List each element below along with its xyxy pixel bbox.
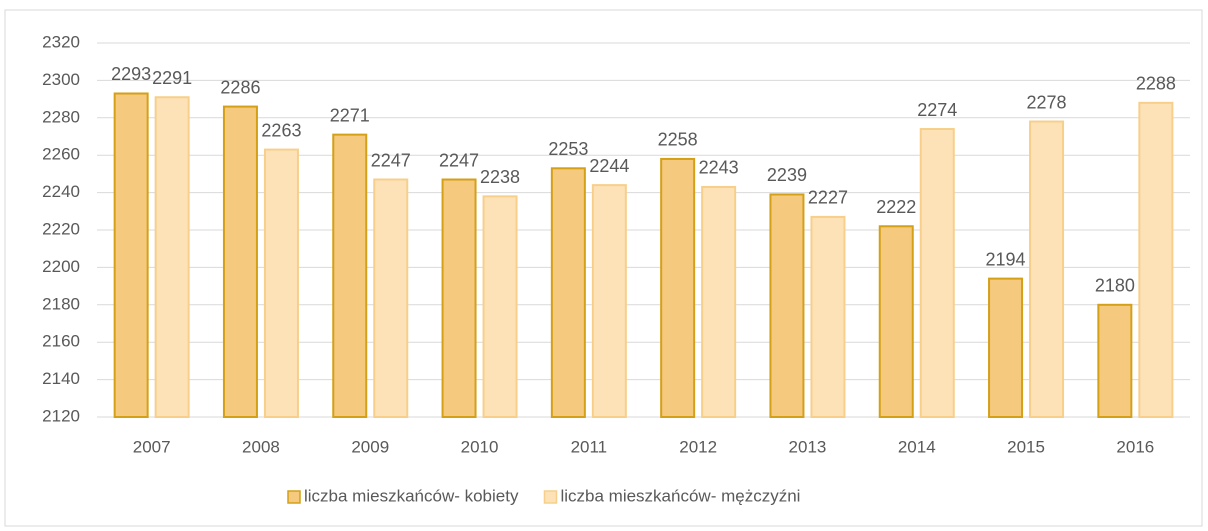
x-tick-label: 2010 <box>461 437 499 456</box>
y-tick-label: 2120 <box>42 406 80 425</box>
bar <box>1097 303 1133 418</box>
bar <box>154 96 190 418</box>
value-label: 2286 <box>220 77 260 97</box>
x-tick-label: 2009 <box>351 437 389 456</box>
value-label: 2291 <box>152 68 192 88</box>
value-label: 2271 <box>330 105 370 125</box>
x-tick-label: 2008 <box>242 437 280 456</box>
bar <box>810 215 846 418</box>
y-tick-label: 2200 <box>42 257 80 276</box>
x-tick-label: 2012 <box>679 437 717 456</box>
bar <box>332 133 368 418</box>
bar <box>660 157 696 418</box>
value-label: 2293 <box>111 64 151 84</box>
y-tick-label: 2320 <box>42 32 80 51</box>
y-tick-label: 2160 <box>42 332 80 351</box>
x-tick-label: 2016 <box>1116 437 1154 456</box>
bar <box>988 277 1024 418</box>
bar <box>591 184 627 418</box>
y-tick-label: 2140 <box>42 369 80 388</box>
bar <box>1029 120 1065 418</box>
value-label: 2227 <box>808 188 848 208</box>
bar <box>222 105 258 419</box>
value-label: 2180 <box>1095 276 1135 296</box>
value-label: 2258 <box>658 130 698 150</box>
value-label: 2253 <box>548 139 588 159</box>
value-label: 2243 <box>699 158 739 178</box>
value-label: 2274 <box>917 100 957 120</box>
value-label: 2247 <box>371 150 411 170</box>
bar <box>263 148 299 418</box>
value-label: 2288 <box>1136 74 1176 94</box>
y-tick-label: 2280 <box>42 107 80 126</box>
value-label: 2247 <box>439 150 479 170</box>
x-tick-label: 2011 <box>571 437 608 456</box>
y-tick-label: 2180 <box>42 294 80 313</box>
x-tick-label: 2015 <box>1007 437 1045 456</box>
legend-label: liczba mieszkańców- mężczyźni <box>560 486 800 505</box>
value-label: 2194 <box>986 249 1026 269</box>
x-tick-label: 2014 <box>898 437 936 456</box>
bar <box>482 195 518 418</box>
y-tick-label: 2220 <box>42 219 80 238</box>
legend-label: liczba mieszkańców- kobiety <box>304 486 519 505</box>
bar <box>701 185 737 418</box>
bar <box>373 178 409 418</box>
value-label: 2278 <box>1027 92 1067 112</box>
y-tick-label: 2260 <box>42 145 80 164</box>
bar <box>441 178 477 418</box>
bar <box>878 225 914 418</box>
bar <box>113 92 149 419</box>
y-tick-label: 2300 <box>42 70 80 89</box>
bar <box>550 167 586 418</box>
value-label: 2238 <box>480 167 520 187</box>
value-label: 2239 <box>767 165 807 185</box>
value-label: 2222 <box>876 197 916 217</box>
bar <box>1138 101 1174 418</box>
x-tick-label: 2013 <box>789 437 827 456</box>
legend-swatch <box>543 490 558 504</box>
legend-swatch <box>287 490 301 504</box>
y-tick-label: 2240 <box>42 182 80 201</box>
bar <box>919 128 955 419</box>
x-tick-label: 2007 <box>133 437 171 456</box>
bar <box>769 193 805 418</box>
value-label: 2263 <box>261 120 301 140</box>
value-label: 2244 <box>589 156 629 176</box>
